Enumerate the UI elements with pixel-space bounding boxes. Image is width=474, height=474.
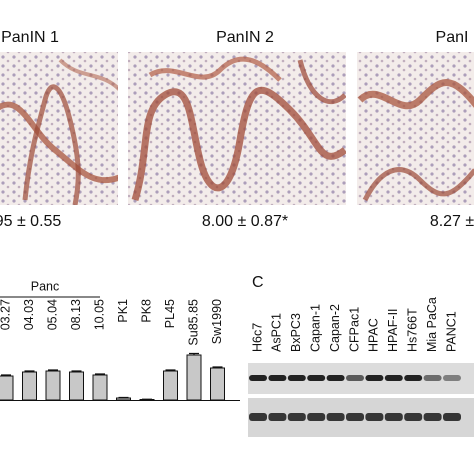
panel-score: 8.00 ± 0.87* [202,213,288,230]
x-tick-label: PK1 [116,299,130,323]
lane-label: AsPC1 [270,313,284,352]
blot-band [307,413,326,421]
error-bar [71,370,82,372]
blot-band [423,375,442,381]
lane-label: PANC1 [444,311,458,352]
lane-label: Hs766T [405,308,419,352]
blot-band [384,413,403,421]
x-tick-label: 04.03 [22,299,36,330]
bar [69,371,84,401]
bar [0,375,14,401]
x-tick-label: Sw1990 [210,299,224,344]
blot-band [346,375,364,381]
bar [45,370,61,401]
blot-band [287,375,306,381]
error-bar [1,374,11,376]
x-tick-label: Su85.85 [186,299,200,346]
blot-band [287,413,306,421]
x-tick-label: PL45 [163,299,177,328]
blot-band [423,413,442,421]
bar [163,370,178,401]
bar [210,367,225,401]
blot-band [365,413,384,421]
blot-band [326,375,345,381]
lane-label: HPAC [367,318,381,352]
lane-label: CFPac1 [347,307,361,352]
error-bar [212,366,223,368]
blot-band [249,375,267,381]
group-label: Panc [31,279,60,293]
histology-image [357,52,474,205]
blot-band [326,413,345,421]
blot-band [268,413,287,421]
lane-label: BxPC3 [289,313,303,352]
blot-band [443,413,461,421]
blot-band [249,413,267,421]
blot-band [404,375,423,381]
lane-label: Mia PaCa [425,297,439,352]
x-tick-label: 08.13 [69,299,83,330]
panel-label: PanI [436,29,469,46]
lane-label: HPAF-II [386,308,400,352]
panel-label: PanIN 1 [1,29,59,46]
error-bar [118,396,129,399]
blot-band [443,375,461,381]
error-bar [48,369,58,371]
blot-band [404,413,423,421]
bar [92,374,108,401]
bar [186,354,202,401]
blot-band [365,375,384,381]
blot-band [346,413,364,421]
histology-image [128,52,346,205]
error-bar [95,373,105,375]
lane-label: H6c7 [250,323,264,352]
histology-image [0,52,118,205]
x-tick-label: 03.27 [0,299,12,330]
blot-band [384,375,403,381]
blot-band [307,375,326,381]
panel-score: 95 ± 0.55 [0,213,61,230]
error-bar [165,369,176,371]
panel-score: 8.27 ± [430,213,474,230]
error-bar [189,352,199,355]
bar [116,397,131,401]
x-tick-label: 10.05 [92,299,106,330]
bar [22,371,37,401]
x-tick-label: 05.04 [45,299,59,330]
panel-letter: C [252,274,264,291]
x-tick-label: PK8 [139,299,153,323]
panel-label: PanIN 2 [216,29,274,46]
lane-label: Capan-1 [308,304,322,352]
blot-band [268,375,287,381]
lane-label: Capan-2 [328,304,342,352]
error-bar [24,370,35,372]
